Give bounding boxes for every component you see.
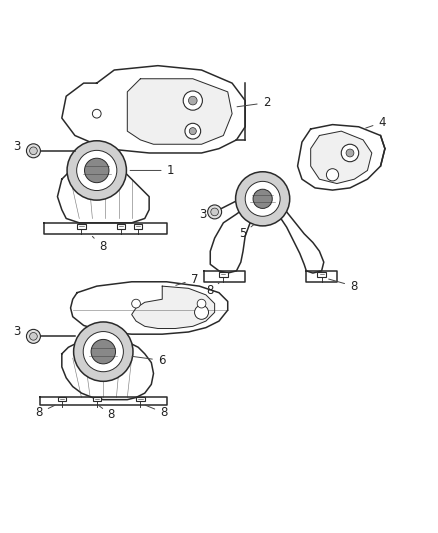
- Polygon shape: [297, 125, 385, 190]
- Text: 8: 8: [99, 406, 115, 422]
- Polygon shape: [40, 398, 166, 405]
- Circle shape: [208, 205, 222, 219]
- Circle shape: [326, 169, 339, 181]
- Polygon shape: [210, 207, 254, 273]
- Bar: [58, 397, 66, 401]
- Circle shape: [67, 141, 127, 200]
- Bar: [134, 224, 142, 229]
- Circle shape: [341, 144, 359, 161]
- Circle shape: [85, 158, 109, 183]
- Circle shape: [346, 149, 354, 157]
- Circle shape: [189, 127, 196, 135]
- Bar: [77, 224, 86, 229]
- Circle shape: [236, 172, 290, 226]
- Text: 1: 1: [130, 164, 174, 177]
- Polygon shape: [311, 131, 372, 183]
- Text: 4: 4: [366, 116, 386, 129]
- Polygon shape: [204, 271, 245, 282]
- Polygon shape: [62, 66, 245, 153]
- Polygon shape: [272, 205, 324, 273]
- Bar: [117, 224, 125, 229]
- Text: 6: 6: [132, 354, 166, 367]
- Circle shape: [30, 147, 37, 155]
- Circle shape: [26, 329, 40, 343]
- Circle shape: [211, 208, 219, 216]
- Circle shape: [26, 144, 40, 158]
- Polygon shape: [132, 286, 215, 328]
- Polygon shape: [57, 161, 149, 223]
- Text: 7: 7: [176, 273, 198, 286]
- Circle shape: [83, 332, 124, 372]
- Circle shape: [74, 322, 133, 381]
- Polygon shape: [62, 343, 153, 400]
- Text: 3: 3: [13, 326, 20, 338]
- Bar: [92, 397, 101, 401]
- Circle shape: [188, 96, 197, 105]
- Circle shape: [91, 340, 116, 364]
- Circle shape: [185, 123, 201, 139]
- Circle shape: [77, 150, 117, 190]
- Text: 8: 8: [145, 405, 167, 419]
- Circle shape: [92, 109, 101, 118]
- Text: 2: 2: [237, 96, 270, 109]
- Polygon shape: [306, 271, 337, 282]
- Text: 8: 8: [328, 279, 357, 293]
- Text: 8: 8: [206, 283, 219, 297]
- Text: 3: 3: [199, 208, 207, 221]
- Circle shape: [30, 333, 37, 340]
- Bar: [136, 397, 145, 401]
- Circle shape: [197, 299, 206, 308]
- Polygon shape: [71, 282, 228, 334]
- Polygon shape: [127, 79, 232, 144]
- Text: 8: 8: [92, 236, 106, 253]
- Bar: [318, 272, 326, 277]
- Bar: [219, 272, 228, 277]
- Text: 3: 3: [13, 140, 20, 153]
- Circle shape: [194, 305, 208, 319]
- Polygon shape: [44, 223, 166, 234]
- Circle shape: [183, 91, 202, 110]
- Circle shape: [132, 299, 141, 308]
- Text: 5: 5: [239, 224, 254, 240]
- Circle shape: [253, 189, 272, 208]
- Text: 8: 8: [35, 405, 55, 419]
- Circle shape: [245, 181, 280, 216]
